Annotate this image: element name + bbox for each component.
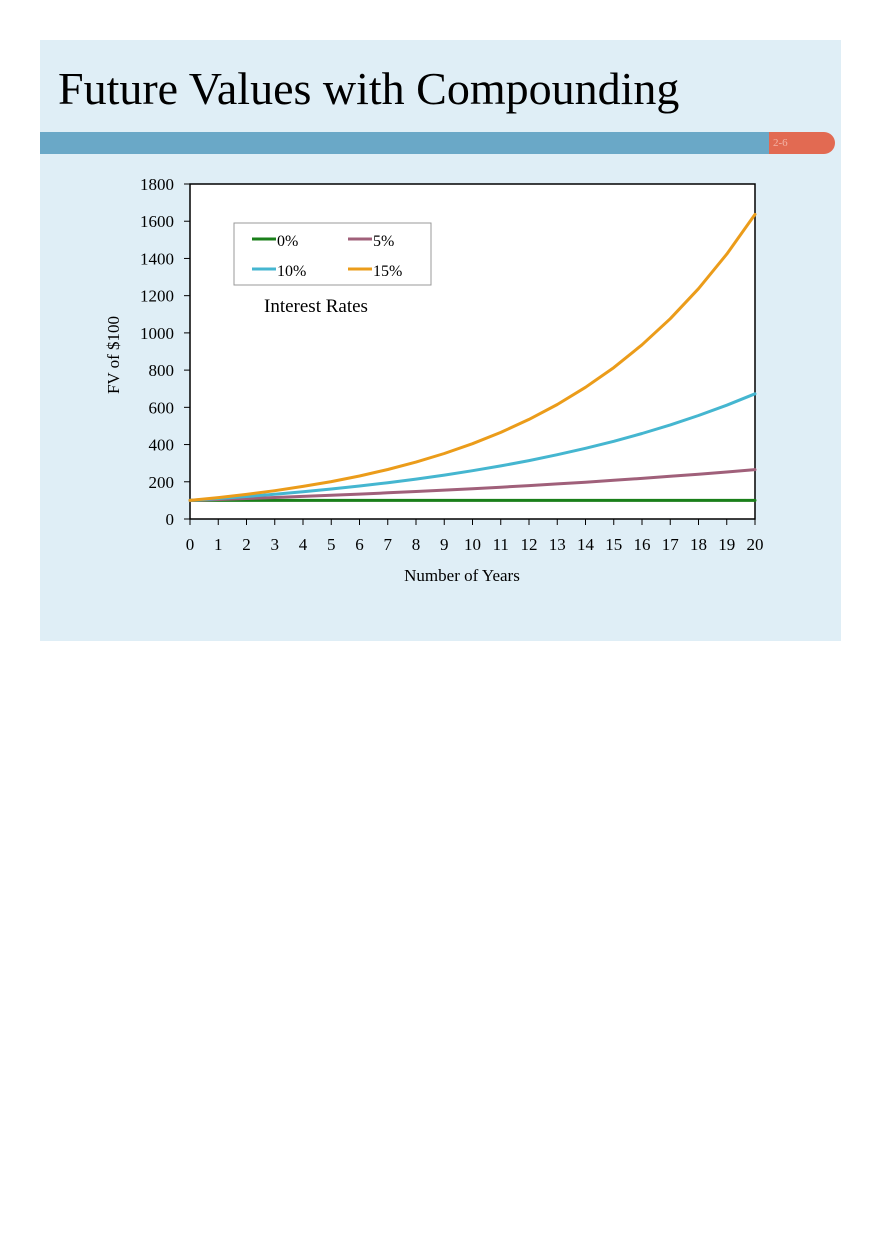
x-tick-label: 5 [327, 535, 336, 554]
series-line-15pct [188, 212, 757, 502]
x-tick-label: 10 [464, 535, 481, 554]
x-tick-label: 2 [242, 535, 251, 554]
x-tick-label: 11 [493, 535, 509, 554]
series-line-5pct [188, 468, 757, 502]
x-tick-label: 4 [299, 535, 308, 554]
x-tick-label: 20 [747, 535, 764, 554]
x-tick-label: 19 [718, 535, 735, 554]
y-tick-label: 1400 [140, 249, 174, 268]
title-bar [40, 132, 769, 154]
x-axis-label: Number of Years [404, 566, 520, 585]
legend-label-15pct: 15% [373, 263, 402, 280]
x-tick-label: 1 [214, 535, 223, 554]
x-tick-label: 14 [577, 535, 595, 554]
x-axis: 0 1 2 3 4 5 6 7 8 9 10 11 12 13 14 15 16 17 18 19 20 [186, 519, 764, 554]
legend-label-0pct: 0% [277, 233, 298, 250]
x-tick-label: 7 [384, 535, 393, 554]
x-tick-label: 16 [634, 535, 651, 554]
legend-label-5pct: 5% [373, 233, 394, 250]
y-axis: 0 200 400 600 800 1000 1200 1400 1600 1800 [140, 175, 190, 529]
series-line-10pct [188, 392, 757, 502]
x-tick-label: 15 [605, 535, 622, 554]
x-tick-label: 0 [186, 535, 195, 554]
slide-number-badge: 2-6 [769, 132, 835, 154]
x-tick-label: 9 [440, 535, 449, 554]
y-tick-label: 400 [149, 436, 175, 455]
series-group [188, 212, 757, 502]
legend: 0% 5% 10% 15% [233, 222, 432, 286]
x-tick-label: 3 [271, 535, 280, 554]
y-tick-label: 600 [149, 398, 175, 417]
x-tick-label: 12 [521, 535, 538, 554]
slide-title: Future Values with Compounding [58, 63, 680, 114]
y-tick-label: 1800 [140, 175, 174, 194]
y-axis-label: FV of $100 [104, 316, 123, 394]
y-tick-label: 1200 [140, 287, 174, 306]
x-tick-label: 18 [690, 535, 707, 554]
legend-box [233, 222, 432, 286]
legend-title: Interest Rates [264, 296, 368, 317]
x-tick-label: 13 [549, 535, 566, 554]
x-tick-label: 6 [355, 535, 364, 554]
x-tick-label: 8 [412, 535, 421, 554]
x-tick-label: 17 [662, 535, 680, 554]
y-tick-label: 1000 [140, 324, 174, 343]
y-tick-label: 800 [149, 361, 175, 380]
y-tick-label: 0 [166, 510, 175, 529]
legend-label-10pct: 10% [277, 263, 306, 280]
y-tick-label: 200 [149, 473, 175, 492]
y-tick-label: 1600 [140, 212, 174, 231]
